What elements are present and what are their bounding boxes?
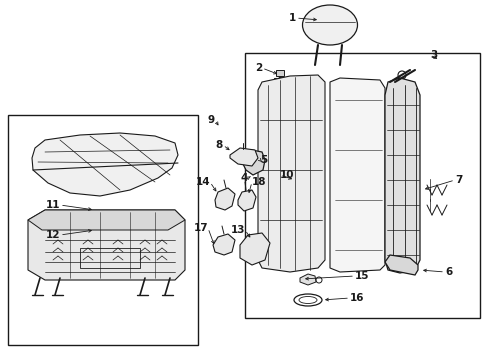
Bar bbox=[80, 248, 140, 268]
Text: 8: 8 bbox=[215, 140, 223, 150]
Text: 4: 4 bbox=[240, 173, 247, 183]
Polygon shape bbox=[329, 78, 384, 272]
Polygon shape bbox=[238, 190, 256, 211]
Polygon shape bbox=[213, 234, 235, 255]
Text: 18: 18 bbox=[251, 177, 266, 187]
Ellipse shape bbox=[302, 5, 357, 45]
Text: 3: 3 bbox=[429, 50, 436, 60]
Polygon shape bbox=[28, 210, 184, 230]
Polygon shape bbox=[384, 78, 419, 273]
Text: 6: 6 bbox=[444, 267, 451, 277]
Polygon shape bbox=[240, 233, 269, 265]
Polygon shape bbox=[384, 255, 417, 275]
Text: 12: 12 bbox=[45, 230, 60, 240]
Text: 14: 14 bbox=[195, 177, 209, 187]
Text: 11: 11 bbox=[45, 200, 60, 210]
Text: 7: 7 bbox=[454, 175, 462, 185]
Polygon shape bbox=[28, 210, 184, 280]
Text: 13: 13 bbox=[230, 225, 244, 235]
Polygon shape bbox=[215, 188, 235, 210]
Text: 5: 5 bbox=[260, 155, 267, 165]
Text: 17: 17 bbox=[193, 223, 207, 233]
Polygon shape bbox=[299, 274, 315, 285]
Text: 15: 15 bbox=[354, 271, 369, 281]
Polygon shape bbox=[242, 150, 264, 175]
Polygon shape bbox=[258, 75, 325, 272]
Bar bbox=[244, 53, 479, 318]
Bar bbox=[8, 115, 198, 345]
Text: 2: 2 bbox=[254, 63, 262, 73]
Text: 1: 1 bbox=[288, 13, 295, 23]
Polygon shape bbox=[229, 148, 258, 166]
Text: 16: 16 bbox=[349, 293, 364, 303]
Text: 10: 10 bbox=[280, 170, 294, 180]
Polygon shape bbox=[32, 133, 178, 196]
Bar bbox=[275, 70, 284, 76]
Text: 9: 9 bbox=[207, 115, 215, 125]
